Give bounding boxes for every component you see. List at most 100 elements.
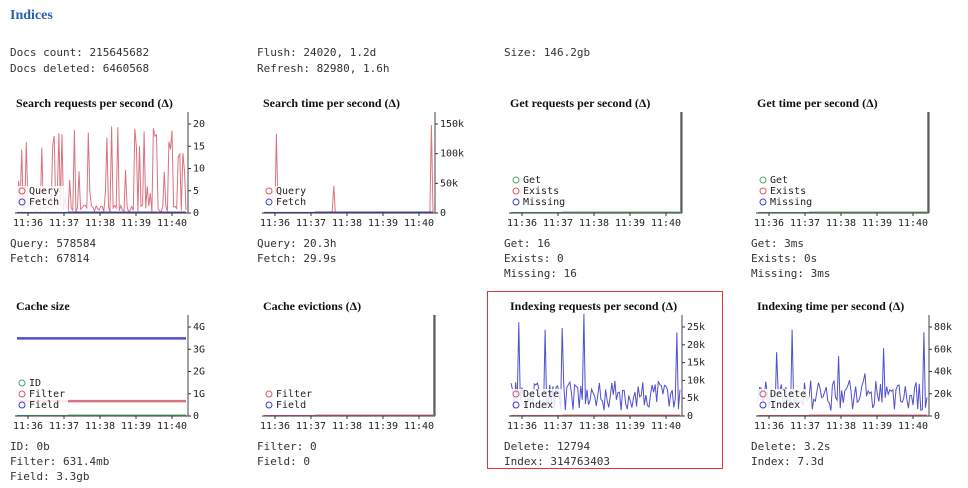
stat-line: Fetch: 29.9s (257, 252, 337, 265)
stat-line: Field: 0 (257, 455, 310, 468)
x-tick-label: 11:38 (332, 421, 362, 432)
page-title: Indices (10, 8, 53, 23)
y-tick-label: 4G (193, 322, 205, 333)
x-tick-label: 11:38 (826, 218, 856, 229)
x-tick-label: 11:36 (507, 421, 537, 432)
x-tick-label: 11:39 (615, 421, 645, 432)
stat-line: Fetch: 67814 (10, 252, 90, 265)
panel-search-time: Search time per second (Δ) 11:36 11:37 11:3… (257, 96, 477, 276)
y-tick-label: 0 (193, 208, 199, 219)
stat-line: ID: 0b (10, 440, 50, 453)
y-tick-label: 0 (687, 411, 693, 422)
panel-stats: Get: 3ms Exists: 0s Missing: 3ms (751, 236, 830, 281)
panel-stats: Get: 16 Exists: 0 Missing: 16 (504, 236, 577, 281)
y-tick-label: 40k (934, 367, 952, 378)
legend-label: Delete (523, 389, 559, 400)
stat-line: Get: 3ms (751, 237, 804, 250)
x-tick-label: 11:36 (13, 218, 43, 229)
legend-marker (512, 187, 520, 195)
panel-stats: Query: 578584 Fetch: 67814 (10, 236, 96, 266)
stat-line: Index: 314763403 (504, 455, 610, 468)
panel-stats: Filter: 0 Field: 0 (257, 439, 317, 469)
panel-title: Search time per second (Δ) (263, 96, 401, 110)
legend-label: Fetch (29, 197, 59, 208)
legend-label: Get (770, 175, 788, 186)
y-tick-label: 2G (193, 367, 205, 378)
legend-label: Get (523, 175, 541, 186)
legend-label: Field (276, 400, 306, 411)
x-tick-label: 11:36 (260, 218, 290, 229)
legend-label: ID (29, 378, 41, 389)
stat-line: Index: 7.3d (751, 455, 824, 468)
legend-marker (18, 401, 26, 409)
panel-title: Get requests per second (Δ) (510, 96, 651, 110)
y-tick-label: 15 (193, 141, 205, 152)
legend-marker (759, 187, 767, 195)
panel-title: Cache size (16, 299, 70, 313)
x-tick-label: 11:38 (85, 421, 115, 432)
stat-line: Field: 3.3gb (10, 470, 90, 483)
stat-line: Delete: 3.2s (751, 440, 831, 453)
panel-indexing-time: Indexing time per second (Δ) 11:36 11:37 11… (751, 299, 968, 479)
panel-title: Indexing time per second (Δ) (757, 299, 905, 313)
legend-marker (18, 379, 26, 387)
y-tick-label: 20k (934, 389, 952, 400)
x-tick-label: 11:40 (651, 218, 681, 229)
legend-marker (18, 390, 26, 398)
panel-stats: Delete: 12794 Index: 314763403 (504, 439, 610, 469)
chart-indexing-time: 11:36 11:37 11:38 11:39 11:40 80k 60k 40k 20k 0 De… (754, 315, 952, 432)
legend-marker (265, 187, 273, 195)
x-tick-label: 11:40 (651, 421, 681, 432)
chart-get-time: 11:36 11:37 11:38 11:39 11:40 GetExistsMissin… (754, 112, 930, 229)
y-tick-label: 3G (193, 344, 205, 355)
y-tick-label: 80k (934, 322, 952, 333)
refresh-stat: Refresh: 82980, 1.6h (257, 62, 390, 75)
legend-label: Fetch (276, 197, 306, 208)
x-tick-label: 11:39 (368, 218, 398, 229)
y-tick-label: 15k (687, 358, 705, 369)
panel-search-requests: Search requests per second (Δ) 11:36 11:37… (10, 96, 230, 276)
x-tick-label: 11:36 (507, 218, 537, 229)
x-tick-label: 11:38 (579, 421, 609, 432)
x-tick-label: 11:40 (157, 421, 187, 432)
legend-marker (512, 390, 520, 398)
docs-count: Docs count: 215645682 (10, 46, 150, 59)
y-tick-label: 50k (440, 178, 458, 189)
stat-line: Exists: 0 (504, 252, 564, 265)
y-tick-label: 10k (687, 375, 705, 386)
x-tick-label: 11:40 (404, 218, 434, 229)
legend-label: Exists (523, 186, 559, 197)
chart-cache-size: 11:36 11:37 11:38 11:39 11:40 4G 3G 2G 1G 0 IDFilt… (13, 315, 205, 432)
y-tick-label: 0 (193, 411, 199, 422)
x-tick-label: 11:38 (332, 218, 362, 229)
legend-marker (512, 198, 520, 206)
y-tick-label: 1G (193, 389, 205, 400)
legend-label: Field (29, 400, 59, 411)
panel-indexing-requests: Indexing requests per second (Δ) 11:36 11:… (504, 299, 724, 479)
legend-label: Missing (770, 197, 812, 208)
x-tick-label: 11:37 (543, 421, 573, 432)
stat-line: Filter: 0 (257, 440, 317, 453)
legend-marker (265, 198, 273, 206)
legend-label: Filter (29, 389, 65, 400)
y-tick-label: 150k (440, 119, 464, 130)
x-tick-label: 11:37 (790, 218, 820, 229)
panel-title: Cache evictions (Δ) (263, 299, 362, 313)
panel-stats: ID: 0b Filter: 631.4mb Field: 3.3gb (10, 439, 109, 484)
size-stat: Size: 146.2gb (504, 46, 591, 59)
stat-line: Missing: 16 (504, 267, 577, 280)
legend-label: Exists (770, 186, 806, 197)
y-tick-label: 25k (687, 322, 705, 333)
x-tick-label: 11:40 (404, 421, 434, 432)
legend-marker (512, 401, 520, 409)
chart-search-time: 11:36 11:37 11:38 11:39 11:40 150k 100k 50k 0 Que… (260, 112, 464, 229)
legend-marker (265, 401, 273, 409)
highlight-frame (487, 291, 723, 469)
stat-line: Query: 20.3h (257, 237, 337, 250)
panel-stats: Delete: 3.2s Index: 7.3d (751, 439, 830, 469)
y-tick-label: 60k (934, 344, 952, 355)
legend-marker (265, 390, 273, 398)
stat-line: Missing: 3ms (751, 267, 831, 280)
x-tick-label: 11:37 (49, 421, 79, 432)
x-tick-label: 11:39 (121, 421, 151, 432)
